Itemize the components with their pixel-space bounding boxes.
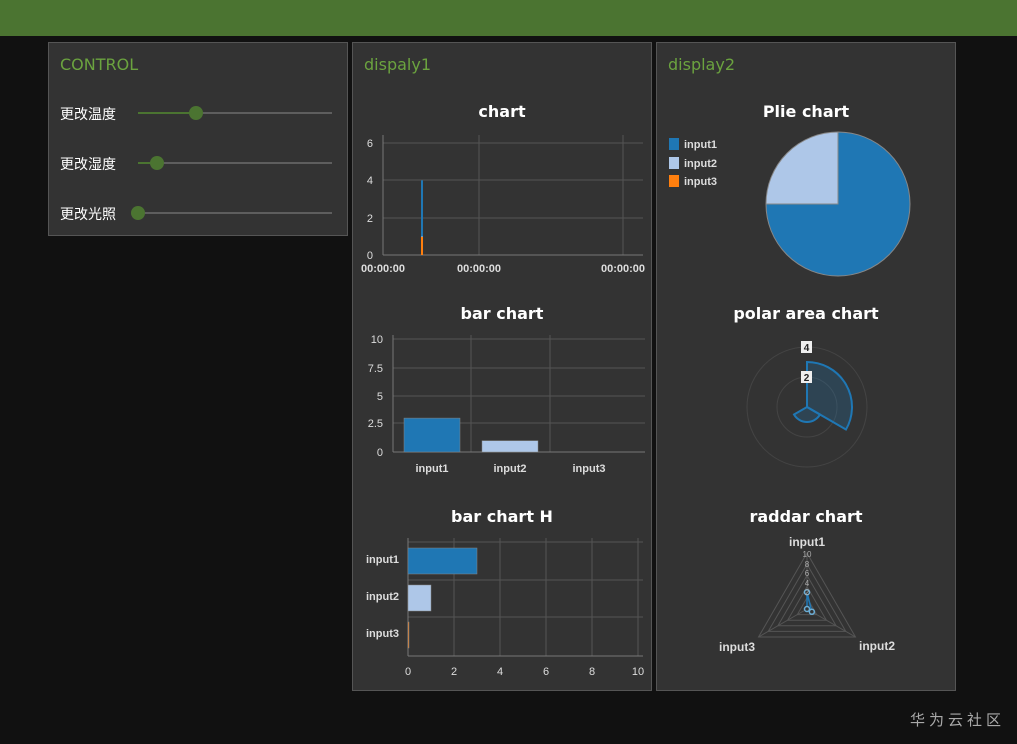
x-tick-label: input1 <box>416 463 449 475</box>
display2-title: display2 <box>668 55 735 74</box>
y-tick-label: input1 <box>366 554 399 566</box>
light-slider-thumb[interactable] <box>131 206 145 220</box>
polar-segment-input2 <box>792 405 822 423</box>
x-tick-label: 00:00:00 <box>457 263 501 275</box>
temperature-slider[interactable] <box>138 106 332 120</box>
pie-slice-input2 <box>765 131 839 205</box>
temperature-slider-fill <box>138 112 197 114</box>
radar-grid-ring <box>796 596 818 616</box>
radar-spoke <box>758 608 808 638</box>
y-tick-label: 2.5 <box>368 418 383 430</box>
x-tick-label: 00:00:00 <box>601 263 645 275</box>
light-slider-label: 更改光照 <box>60 207 116 223</box>
radar-axis-label: input2 <box>859 639 895 653</box>
temperature-slider-label: 更改温度 <box>60 107 116 123</box>
radar-axis-label: input1 <box>789 535 825 549</box>
polar-tick-bg <box>801 341 812 353</box>
x-tick-label: 00:00:00 <box>361 263 405 275</box>
y-tick-label: 6 <box>367 138 373 150</box>
x-tick-label: input2 <box>494 463 527 475</box>
top-bar <box>0 0 1017 36</box>
legend-label: input2 <box>684 158 717 170</box>
radar-tick-label: 8 <box>805 560 810 569</box>
bar-chart-title: bar chart <box>460 304 544 323</box>
polar-area-chart: 4 2 <box>746 341 868 468</box>
temperature-slider-thumb[interactable] <box>189 106 204 120</box>
polar-area-chart-title: polar area chart <box>733 304 879 323</box>
y-tick-label: input2 <box>366 591 399 603</box>
hbar-input2 <box>407 584 432 612</box>
x-tick-label: 8 <box>589 666 595 678</box>
radar-axis-label: input3 <box>719 640 755 654</box>
legend-swatch-input1 <box>669 138 679 150</box>
line-chart-grid <box>382 135 643 256</box>
control-title: CONTROL <box>60 55 139 74</box>
legend-swatch-input2 <box>669 157 679 169</box>
x-tick-label: 2 <box>451 666 457 678</box>
y-tick-label: input3 <box>366 628 399 640</box>
x-tick-label: 6 <box>543 666 549 678</box>
radar-grid-ring <box>777 574 837 627</box>
humidity-slider-fill <box>138 162 158 164</box>
radar-chart: input1 input2 input3 10 8 6 4 2 <box>719 535 895 654</box>
watermark: 华为云社区 <box>909 711 1005 729</box>
legend-swatch-input3 <box>669 175 679 187</box>
bar-input1 <box>403 417 461 453</box>
radar-tick-label: 2 <box>805 588 810 597</box>
polar-tick-bg <box>801 371 812 383</box>
y-tick-label: 5 <box>377 391 383 403</box>
display1-card: dispaly1 chart 0 2 4 6 00:00:00 00:00:00… <box>352 42 652 691</box>
humidity-slider-label: 更改湿度 <box>60 157 116 173</box>
radar-point-input3 <box>803 605 811 613</box>
line-chart-title: chart <box>478 102 526 121</box>
temperature-slider-row: 更改温度 <box>60 102 335 124</box>
humidity-slider-thumb[interactable] <box>150 156 165 170</box>
humidity-slider[interactable] <box>138 156 332 170</box>
radar-point-input2 <box>808 608 816 616</box>
radar-grid-ring <box>767 563 847 632</box>
display1-title: dispaly1 <box>364 55 431 74</box>
humidity-slider-row: 更改湿度 <box>60 152 335 174</box>
radar-chart-title: raddar chart <box>749 507 863 526</box>
radar-tick-label: 6 <box>805 569 810 578</box>
light-slider-row: 更改光照 <box>60 202 335 224</box>
legend-label: input1 <box>684 139 717 151</box>
legend-label: input3 <box>684 176 717 188</box>
radar-grid-ring <box>786 585 828 621</box>
bar-input2 <box>481 440 539 453</box>
bar-chart: 0 2.5 5 7.5 10 input1 input2 input3 <box>368 334 645 475</box>
control-card: CONTROL 更改温度 更改湿度 更改光照 <box>48 42 348 236</box>
hbar-input3 <box>407 621 410 649</box>
pie-chart-title: Plie chart <box>762 102 850 121</box>
pie-chart: input1 input2 input3 <box>669 131 911 277</box>
pie-legend: input1 input2 input3 <box>669 138 717 188</box>
y-tick-label: 7.5 <box>368 363 383 375</box>
radar-point-input1 <box>803 588 811 596</box>
display2-card: display2 Plie chart input1 input2 input3… <box>656 42 956 691</box>
radar-tick-label: 10 <box>803 550 812 559</box>
hbar-input1 <box>407 547 478 575</box>
x-tick-label: 10 <box>632 666 644 678</box>
x-tick-label: 4 <box>497 666 503 678</box>
y-tick-label: 4 <box>367 175 373 187</box>
y-tick-label: 0 <box>377 447 383 459</box>
polar-tick-label: 4 <box>804 343 810 354</box>
radar-tick-label: 4 <box>805 579 810 588</box>
light-slider[interactable] <box>131 206 332 220</box>
y-tick-label: 2 <box>367 213 373 225</box>
y-tick-label: 0 <box>367 250 373 262</box>
radar-grid-ring <box>757 551 857 638</box>
radar-spoke <box>806 608 856 638</box>
y-tick-label: 10 <box>371 334 383 346</box>
horizontal-bar-chart-title: bar chart H <box>451 507 553 526</box>
x-tick-label: 0 <box>405 666 411 678</box>
horizontal-bar-chart: input1 input2 input3 0 2 4 6 8 10 <box>366 538 644 678</box>
polar-tick-label: 2 <box>804 373 810 384</box>
line-chart: 0 2 4 6 00:00:00 00:00:00 00:00:00 <box>361 135 645 275</box>
x-tick-label: input3 <box>573 463 606 475</box>
